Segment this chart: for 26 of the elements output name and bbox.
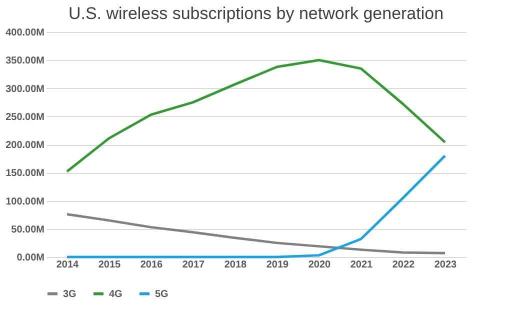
y-tick-label: 200.00M: [6, 140, 44, 151]
x-tick-label: 2017: [182, 260, 206, 270]
legend-label: 4G: [109, 288, 123, 300]
line-series: [66, 154, 446, 258]
x-tick-label: 2020: [308, 260, 332, 270]
x-tick-label: 2018: [224, 260, 248, 270]
line-series: [66, 213, 446, 254]
chart-title: U.S. wireless subscriptions by network generation: [68, 4, 444, 23]
line-series: [66, 58, 446, 173]
legend-label: 3G: [63, 288, 77, 300]
x-tick-label: 2021: [350, 260, 374, 270]
legend-label: 5G: [155, 288, 169, 300]
y-tick-label: 0.00M: [16, 252, 44, 264]
x-tick-label: 2022: [392, 260, 416, 270]
x-tick-label: 2019: [266, 260, 290, 270]
y-tick-label: 100.00M: [6, 196, 44, 208]
y-tick-label: 250.00M: [6, 112, 44, 123]
y-tick-label: 300.00M: [6, 84, 44, 95]
x-tick-label: 2014: [56, 260, 80, 270]
y-tick-label: 400.00M: [6, 28, 44, 38]
x-tick-label: 2015: [98, 260, 122, 270]
x-tick-label: 2016: [140, 260, 164, 270]
y-tick-label: 350.00M: [6, 56, 44, 67]
y-tick-label: 50.00M: [11, 224, 44, 236]
y-tick-label: 150.00M: [6, 168, 44, 180]
x-tick-label: 2023: [434, 260, 458, 270]
